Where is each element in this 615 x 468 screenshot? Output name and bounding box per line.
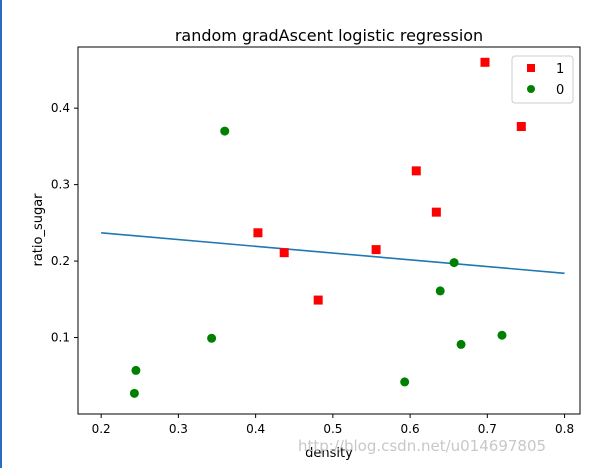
y-tick-label: 0.3 (51, 178, 70, 192)
legend-marker-0 (527, 85, 535, 93)
data-point-class-1 (279, 248, 289, 258)
x-tick-label: 0.4 (246, 422, 265, 436)
data-point-class-1 (313, 295, 323, 305)
x-tick-label: 0.3 (169, 422, 188, 436)
data-point-class-0 (129, 388, 139, 398)
x-tick-label: 0.7 (478, 422, 497, 436)
legend-label-0: 0 (556, 83, 564, 98)
legend-label-1: 1 (556, 62, 564, 77)
data-point-class-0 (449, 258, 459, 268)
plot-frame (77, 46, 581, 415)
x-tick-label: 0.6 (401, 422, 420, 436)
data-point-class-1 (516, 122, 526, 132)
y-tick-label: 0.1 (51, 331, 70, 345)
data-point-class-0 (131, 365, 141, 375)
x-axis-label: density (305, 446, 353, 461)
data-point-class-1 (253, 228, 263, 238)
y-tick-label: 0.2 (51, 254, 70, 268)
data-point-class-1 (371, 245, 381, 255)
legend: 1 0 (511, 55, 574, 104)
legend-marker-1 (527, 64, 535, 72)
y-axis: 0.1 0.2 0.3 0.4 (51, 101, 78, 345)
x-tick-label: 0.8 (555, 422, 574, 436)
y-tick-label: 0.4 (51, 101, 70, 115)
data-point-class-0 (400, 377, 410, 387)
data-point-class-0 (497, 330, 507, 340)
data-point-class-1 (411, 166, 421, 176)
page-left-edge (0, 0, 2, 468)
data-point-class-0 (456, 339, 466, 349)
data-point-class-0 (435, 286, 445, 296)
data-point-class-1 (431, 207, 441, 217)
data-point-class-0 (207, 333, 217, 343)
watermark-text: http://blog.csdn.net/u014697805 (298, 437, 547, 455)
y-axis-label: ratio_sugar (31, 193, 46, 267)
x-tick-label: 0.5 (323, 422, 342, 436)
decision-boundary-line (101, 231, 565, 275)
x-tick-label: 0.2 (92, 422, 111, 436)
data-point-class-1 (480, 57, 490, 67)
chart-title: random gradAscent logistic regression (175, 26, 483, 45)
data-point-class-0 (220, 126, 230, 136)
x-axis: 0.2 0.3 0.4 0.5 0.6 0.7 0.8 (92, 414, 574, 436)
